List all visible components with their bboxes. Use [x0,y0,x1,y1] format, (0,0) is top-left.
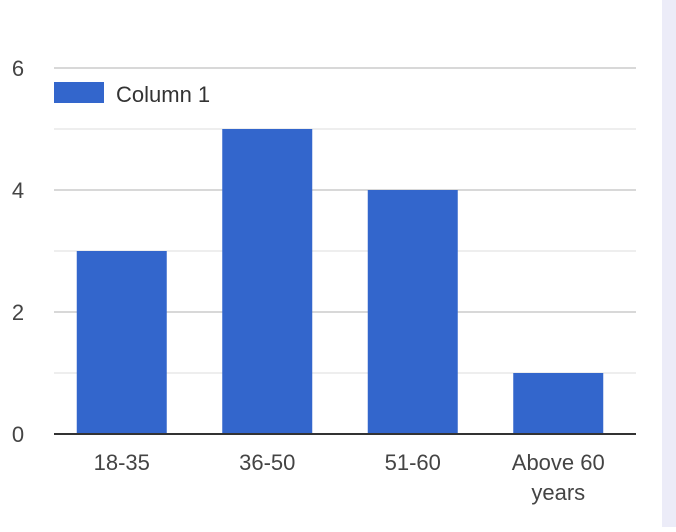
y-tick-label: 0 [12,422,24,447]
x-tick-label: 51-60 [385,450,441,475]
bar [222,129,313,434]
y-tick-label: 4 [12,178,24,203]
bar-chart: 0 2 4 6 18-35 36-50 51-60 Above 60 years Column … [12,56,636,505]
y-tick-label: 6 [12,56,24,81]
x-tick-label: 36-50 [239,450,295,475]
side-panel [662,0,676,527]
legend: Column 1 [54,82,210,107]
y-tick-label: 2 [12,300,24,325]
legend-swatch [54,82,104,103]
axes: 0 2 4 6 18-35 36-50 51-60 Above 60 years [12,56,636,505]
bars [76,129,604,434]
bar [513,373,604,434]
x-tick-label: Above 60 years [512,450,605,505]
legend-label-column-1: Column 1 [116,82,210,107]
bar [367,190,458,434]
x-tick-label: 18-35 [94,450,150,475]
bar [76,251,167,434]
